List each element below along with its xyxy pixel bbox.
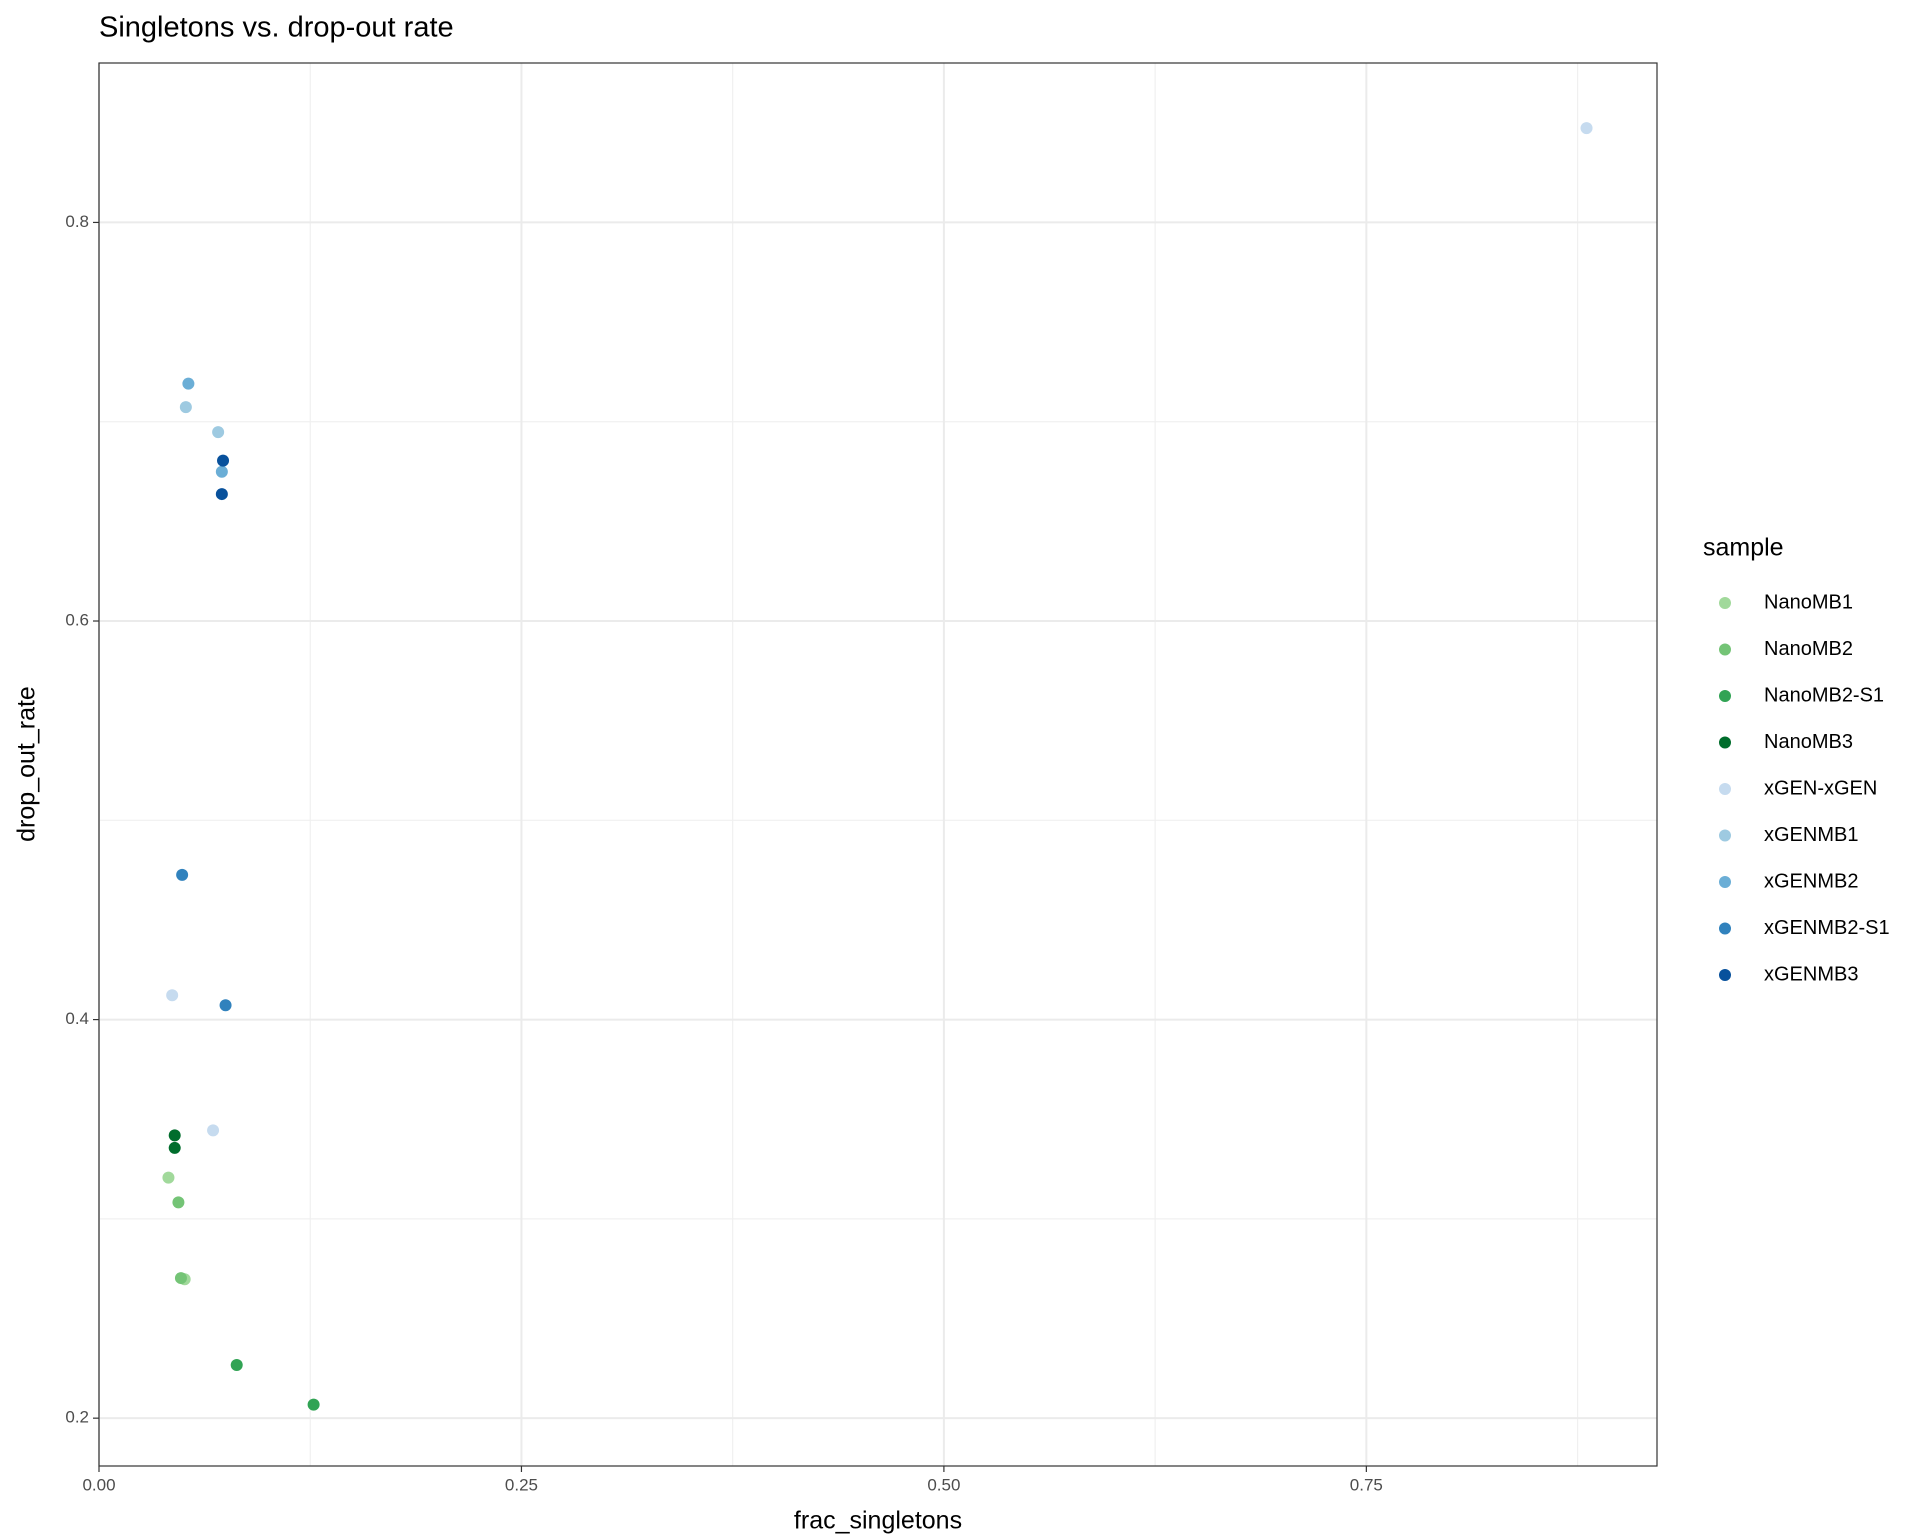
legend-marker xyxy=(1719,783,1731,795)
point xyxy=(168,1141,181,1154)
legend-label: NanoMB2 xyxy=(1764,638,1853,660)
x-tick-label: 0.75 xyxy=(1350,1475,1383,1494)
plot-border xyxy=(98,62,1658,1467)
legend-label: xGEN-xGEN xyxy=(1764,777,1877,799)
point xyxy=(166,989,179,1002)
legend-label: NanoMB1 xyxy=(1764,591,1853,613)
chart-title: Singletons vs. drop-out rate xyxy=(99,12,454,44)
legend-marker xyxy=(1719,690,1731,702)
legend-label: xGENMB1 xyxy=(1764,824,1858,846)
y-tick-label: 0.2 xyxy=(65,1408,89,1427)
point xyxy=(207,1124,220,1137)
point xyxy=(1580,122,1593,135)
x-axis-title: frac_singletons xyxy=(794,1507,962,1535)
point xyxy=(230,1358,243,1371)
legend-marker xyxy=(1719,736,1731,749)
legend-label: NanoMB2-S1 xyxy=(1764,684,1884,706)
point xyxy=(219,999,232,1012)
point xyxy=(162,1171,175,1184)
point xyxy=(176,868,189,881)
legend-label: xGENMB3 xyxy=(1764,963,1858,985)
point xyxy=(172,1196,185,1209)
legend-marker xyxy=(1719,597,1731,609)
point xyxy=(217,454,230,467)
legend-marker xyxy=(1719,969,1731,981)
point xyxy=(215,488,228,501)
point xyxy=(212,426,225,439)
legend-marker xyxy=(1719,876,1731,888)
y-tick-label: 0.8 xyxy=(65,212,89,231)
point xyxy=(174,1272,187,1285)
y-axis-title: drop_out_rate xyxy=(13,686,41,842)
legend-label: xGENMB2-S1 xyxy=(1764,917,1890,939)
legend-marker xyxy=(1719,922,1731,935)
x-tick-label: 0.00 xyxy=(82,1475,115,1494)
legend-label: xGENMB2 xyxy=(1764,870,1858,892)
legend-title: sample xyxy=(1703,534,1784,562)
point xyxy=(168,1129,181,1142)
point xyxy=(179,401,192,414)
legend-label: NanoMB3 xyxy=(1764,731,1853,753)
point xyxy=(215,465,228,478)
legend-marker xyxy=(1719,643,1731,656)
x-tick-label: 0.50 xyxy=(927,1475,960,1494)
point xyxy=(182,377,195,390)
x-tick-label: 0.25 xyxy=(505,1475,538,1494)
point xyxy=(307,1398,320,1411)
y-tick-label: 0.4 xyxy=(65,1009,89,1028)
y-tick-label: 0.6 xyxy=(65,610,89,629)
legend-marker xyxy=(1719,829,1731,842)
